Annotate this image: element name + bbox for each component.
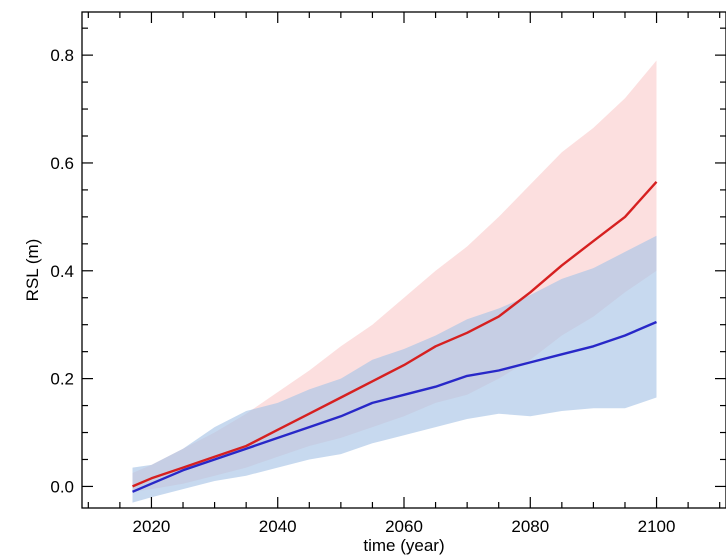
x-axis-label: time (year): [363, 536, 444, 555]
y-tick-label: 0.0: [50, 477, 74, 496]
tick-labels: 2020 2040 2060 2080 2100 0.0 0.2 0.4 0.6 0.8: [50, 46, 675, 536]
x-tick-label: 2100: [638, 517, 676, 536]
y-axis-label: RSL (m): [23, 239, 42, 302]
series-line-1: [132, 180, 658, 488]
series-line-2: [132, 320, 657, 493]
x-tick-label: 2040: [259, 517, 297, 536]
series-lines: [132, 180, 658, 493]
y-tick-label: 0.4: [50, 262, 74, 281]
y-tick-label: 0.8: [50, 46, 74, 65]
x-tick-label: 2060: [385, 517, 423, 536]
y-tick-label: 0.6: [50, 154, 74, 173]
uncertainty-bands: [132, 60, 657, 503]
x-tick-label: 2080: [511, 517, 549, 536]
y-tick-label: 0.2: [50, 370, 74, 389]
x-tick-label: 2020: [133, 517, 171, 536]
axis-ticks: [82, 12, 726, 508]
